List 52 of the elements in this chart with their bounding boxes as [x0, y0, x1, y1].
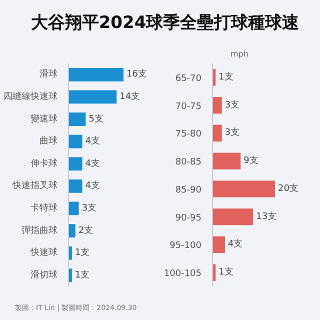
y-axis-title: mph: [230, 50, 248, 58]
text: 大谷翔平2024球季全壘打球種球速: [30, 12, 300, 35]
data-label: 1支: [218, 71, 234, 82]
data-label: 3支: [224, 99, 240, 110]
bar: [68, 179, 82, 193]
data-label: 13支: [256, 210, 277, 222]
y-tick-label: 65-70: [175, 74, 202, 84]
y-tick-label: 變速球: [30, 113, 58, 124]
data-label: 20支: [278, 182, 298, 194]
bar: [68, 157, 82, 171]
data-label: 1支: [74, 269, 90, 280]
bar: [212, 236, 225, 254]
y-tick-label: 70-75: [175, 102, 202, 112]
bar: [68, 112, 86, 126]
bar: [212, 152, 241, 170]
bar: [68, 202, 79, 216]
y-tick-label: 85-90: [175, 185, 202, 196]
bar: [212, 96, 222, 114]
data-label: 3支: [224, 127, 240, 138]
y-tick-label: 滑切球: [30, 269, 58, 280]
y-tick-label: 90-95: [175, 213, 202, 224]
data-label: 14支: [120, 90, 140, 102]
data-label: 3支: [82, 202, 97, 214]
data-label: 2支: [78, 224, 94, 236]
data-label: 4支: [228, 238, 243, 250]
bar: [68, 134, 82, 148]
data-label: 1支: [74, 247, 90, 258]
data-label: 4支: [85, 180, 100, 192]
y-tick-label: 80-85: [175, 158, 202, 168]
data-label: 4支: [85, 158, 100, 169]
bar: [212, 208, 254, 226]
y-tick-label: 四縫線快速球: [4, 90, 58, 102]
data-label: 9支: [244, 155, 258, 166]
data-label: 16支: [126, 68, 147, 80]
y-tick-label: 快速指叉球: [12, 180, 58, 192]
bar: [68, 68, 124, 82]
bar: [212, 180, 275, 198]
y-tick-label: 卡特球: [30, 202, 58, 214]
y-tick-label: 彈指曲球: [22, 224, 58, 236]
y-tick-label: 75-80: [175, 130, 202, 140]
y-tick-label: 95-100: [170, 241, 202, 252]
bar: [68, 224, 76, 238]
y-tick-label: 滑球: [40, 68, 58, 80]
bar: [68, 90, 117, 104]
bar: [212, 124, 222, 142]
data-label: 4支: [85, 136, 100, 147]
y-tick-label: 曲球: [40, 136, 58, 147]
y-tick-label: 快速球: [30, 247, 58, 258]
y-tick-label: 伸卡球: [30, 158, 58, 169]
data-label: 5支: [88, 113, 104, 124]
data-label: 1支: [218, 266, 234, 278]
y-tick-label: 100-105: [164, 269, 202, 280]
